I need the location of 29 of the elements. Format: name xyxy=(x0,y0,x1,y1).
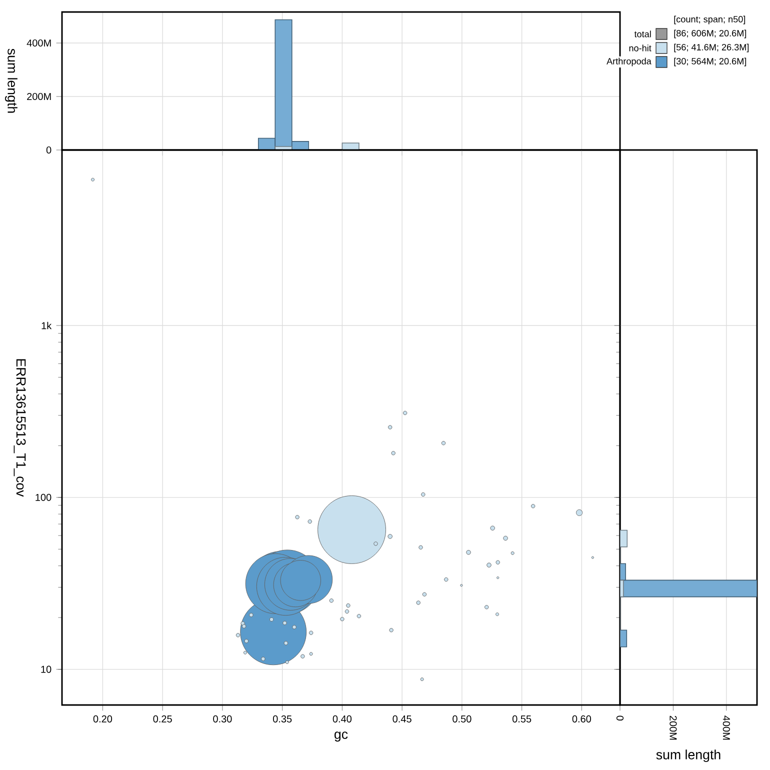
x-tick-label: 0.60 xyxy=(572,715,592,722)
x-tick-label: 0.25 xyxy=(153,715,172,722)
legend-label: total xyxy=(634,30,651,38)
x-tick-label: 0.35 xyxy=(272,715,292,722)
x-tick-label: 0 xyxy=(616,716,624,721)
text: [56; 41.6M; 26.3M] xyxy=(674,44,749,52)
x-tick-label: 0.40 xyxy=(332,715,352,722)
y-tick-label: 200M xyxy=(27,92,51,100)
y-tick-label: 100 xyxy=(36,494,52,501)
x-tick-label: 0.55 xyxy=(512,715,532,722)
x-tick-label: 200M xyxy=(670,716,677,740)
x-tick-label: 0.45 xyxy=(392,715,412,722)
legend-title: [count; span; n50] xyxy=(674,16,746,24)
legend-label: Arthropoda xyxy=(606,58,652,66)
y-tick-label: 10 xyxy=(41,666,52,673)
x-tick-label: 0.30 xyxy=(213,715,232,722)
x-tick-label: 0.50 xyxy=(452,715,472,722)
y-tick-label: 400M xyxy=(26,39,51,47)
y-axis-title: sum length xyxy=(5,48,18,113)
text: [30; 564M; 20.6M] xyxy=(674,58,746,66)
x-axis-title: sum length xyxy=(656,750,720,762)
y-tick-label: 0 xyxy=(46,146,52,154)
x-tick-label: 0.20 xyxy=(93,715,112,722)
y-axis-title: ERR13615513_T1_cov xyxy=(14,359,26,497)
text: [86; 606M; 20.6M] xyxy=(674,30,746,38)
x-tick-label: 400M xyxy=(722,716,730,740)
legend-label: no-hit xyxy=(629,44,652,52)
x-axis-title: gc xyxy=(334,732,348,742)
y-tick-label: 1k xyxy=(42,322,52,330)
